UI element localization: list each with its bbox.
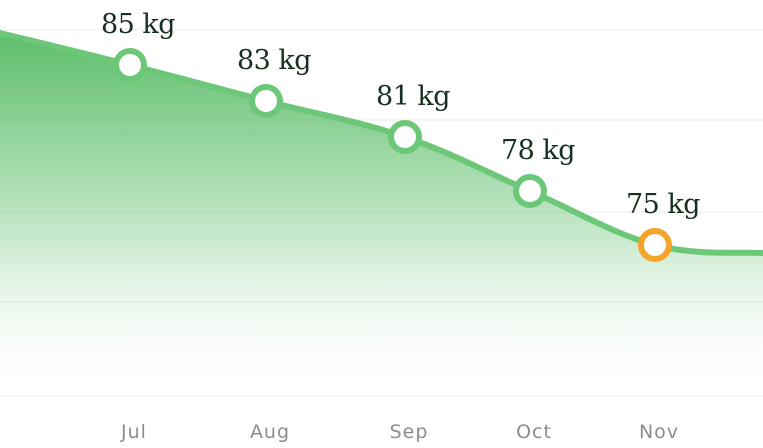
data-label-sep: 81 kg [376, 81, 450, 112]
x-tick-sep: Sep [390, 421, 429, 443]
area-fill [0, 33, 763, 400]
data-labels: 85 kg 83 kg 81 kg 78 kg 75 kg [101, 9, 701, 220]
x-tick-jul: Jul [120, 421, 147, 443]
data-label-oct: 78 kg [501, 135, 575, 166]
data-point-aug[interactable] [249, 84, 283, 118]
data-point-sep[interactable] [388, 120, 422, 154]
data-label-nov: 75 kg [626, 189, 700, 220]
x-tick-nov: Nov [639, 421, 679, 443]
x-tick-oct: Oct [516, 421, 552, 443]
x-axis-ticks: Jul Aug Sep Oct Nov [120, 421, 679, 443]
x-tick-aug: Aug [250, 421, 290, 443]
data-markers [113, 48, 672, 262]
data-label-jul: 85 kg [101, 9, 175, 40]
data-point-nov[interactable] [638, 228, 672, 262]
data-point-oct[interactable] [513, 174, 547, 208]
data-label-aug: 83 kg [237, 45, 311, 76]
data-point-jul[interactable] [113, 48, 147, 82]
